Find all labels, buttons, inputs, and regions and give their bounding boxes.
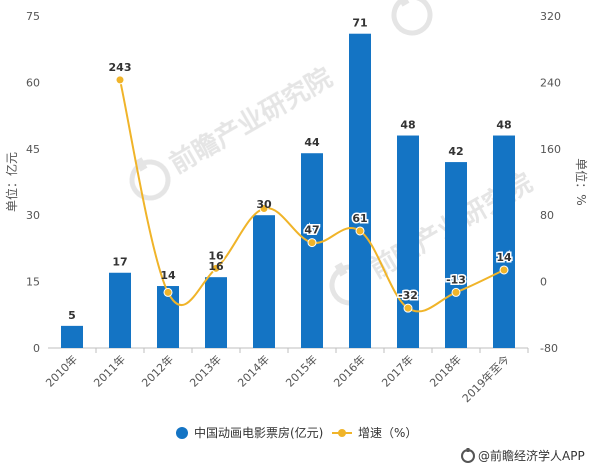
bar-value-label: 71 <box>352 17 367 30</box>
line-value-label: 243 <box>109 61 132 74</box>
legend-line-label: 增速（%） <box>358 426 417 440</box>
line-point <box>211 263 221 273</box>
x-tick-label: 2012年 <box>139 352 176 389</box>
source-credit: @前瞻经济学人APP <box>461 448 585 463</box>
y-tick-label: 15 <box>26 276 40 289</box>
legend-bar-swatch <box>176 427 188 439</box>
y2-tick-label: 240 <box>540 76 561 89</box>
x-tick-label: 2016年 <box>331 352 368 389</box>
x-tick-label: 2010年 <box>43 352 80 389</box>
line-point <box>163 287 173 297</box>
bar-value-label: 17 <box>112 256 127 269</box>
y-tick-label: 0 <box>33 342 40 355</box>
bar <box>445 162 467 348</box>
growth-line <box>115 75 509 313</box>
bar <box>493 135 515 348</box>
line-point <box>115 75 125 85</box>
y-tick-label: 60 <box>26 76 40 89</box>
bar <box>349 33 371 348</box>
line-value-label: 61 <box>352 212 367 225</box>
y-axis-title: 单位：亿元 <box>4 152 19 212</box>
line-value-label: -32 <box>398 289 418 302</box>
y-tick-label: 30 <box>26 209 40 222</box>
bar-value-label: 48 <box>496 119 511 132</box>
legend-bar-label: 中国动画电影票房(亿元) <box>194 425 323 440</box>
bar-value-label: 14 <box>160 269 176 282</box>
watermark-logo-icon <box>384 0 436 40</box>
watermark: 前瞻产业研究院 前瞻产业研究院 <box>122 0 538 310</box>
line-point <box>403 303 413 313</box>
bars <box>61 33 515 348</box>
line-value-label: 14 <box>496 251 512 264</box>
bar <box>205 277 227 348</box>
line-point <box>259 204 269 214</box>
bar-value-label: 44 <box>304 136 320 149</box>
x-tick-label: 2018年 <box>427 352 464 389</box>
x-tick-label: 2013年 <box>187 352 224 389</box>
bar <box>397 135 419 348</box>
line-value-label: 47 <box>304 224 319 237</box>
y-tick-label: 45 <box>26 143 40 156</box>
y-tick-label: 75 <box>26 10 40 23</box>
x-tick-label: 2011年 <box>91 352 128 389</box>
bar-value-label: 48 <box>400 119 415 132</box>
bar-value-label: 30 <box>256 198 272 211</box>
x-tick-label: 2014年 <box>235 352 272 389</box>
y2-tick-label: 0 <box>540 276 547 289</box>
y2-tick-label: 320 <box>540 10 561 23</box>
line-value-label: -13 <box>446 273 466 286</box>
x-tick-label: 2017年 <box>379 352 416 389</box>
bar-value-label: 42 <box>448 145 463 158</box>
source-logo-icon <box>461 448 475 463</box>
y2-tick-label: 80 <box>540 209 554 222</box>
source-text: @前瞻经济学人APP <box>478 448 585 463</box>
line-value-label: 16 <box>208 249 224 262</box>
line-point <box>355 226 365 236</box>
y2-axis-title: 单位：% <box>574 158 589 205</box>
data-labels: 5 17 14 16 30 44 71 48 42 48 243 16 47 61 -32 -13 14 <box>68 17 513 322</box>
line-point <box>307 238 317 248</box>
y2-tick-label: 160 <box>540 143 561 156</box>
legend-line-marker <box>338 429 346 437</box>
x-tick-label: 2015年 <box>283 352 320 389</box>
x-tick-label: 2019年至今 <box>459 352 512 405</box>
bar-value-label: 5 <box>68 309 76 322</box>
line-point <box>499 265 509 275</box>
bar <box>109 272 131 348</box>
bar-value-label: 16 <box>208 260 224 273</box>
line-point <box>451 287 461 297</box>
bar <box>301 153 323 348</box>
y2-tick-label: -80 <box>540 342 558 355</box>
bar <box>253 215 275 348</box>
legend: 中国动画电影票房(亿元) 增速（%） <box>176 425 417 440</box>
bar <box>61 325 83 348</box>
